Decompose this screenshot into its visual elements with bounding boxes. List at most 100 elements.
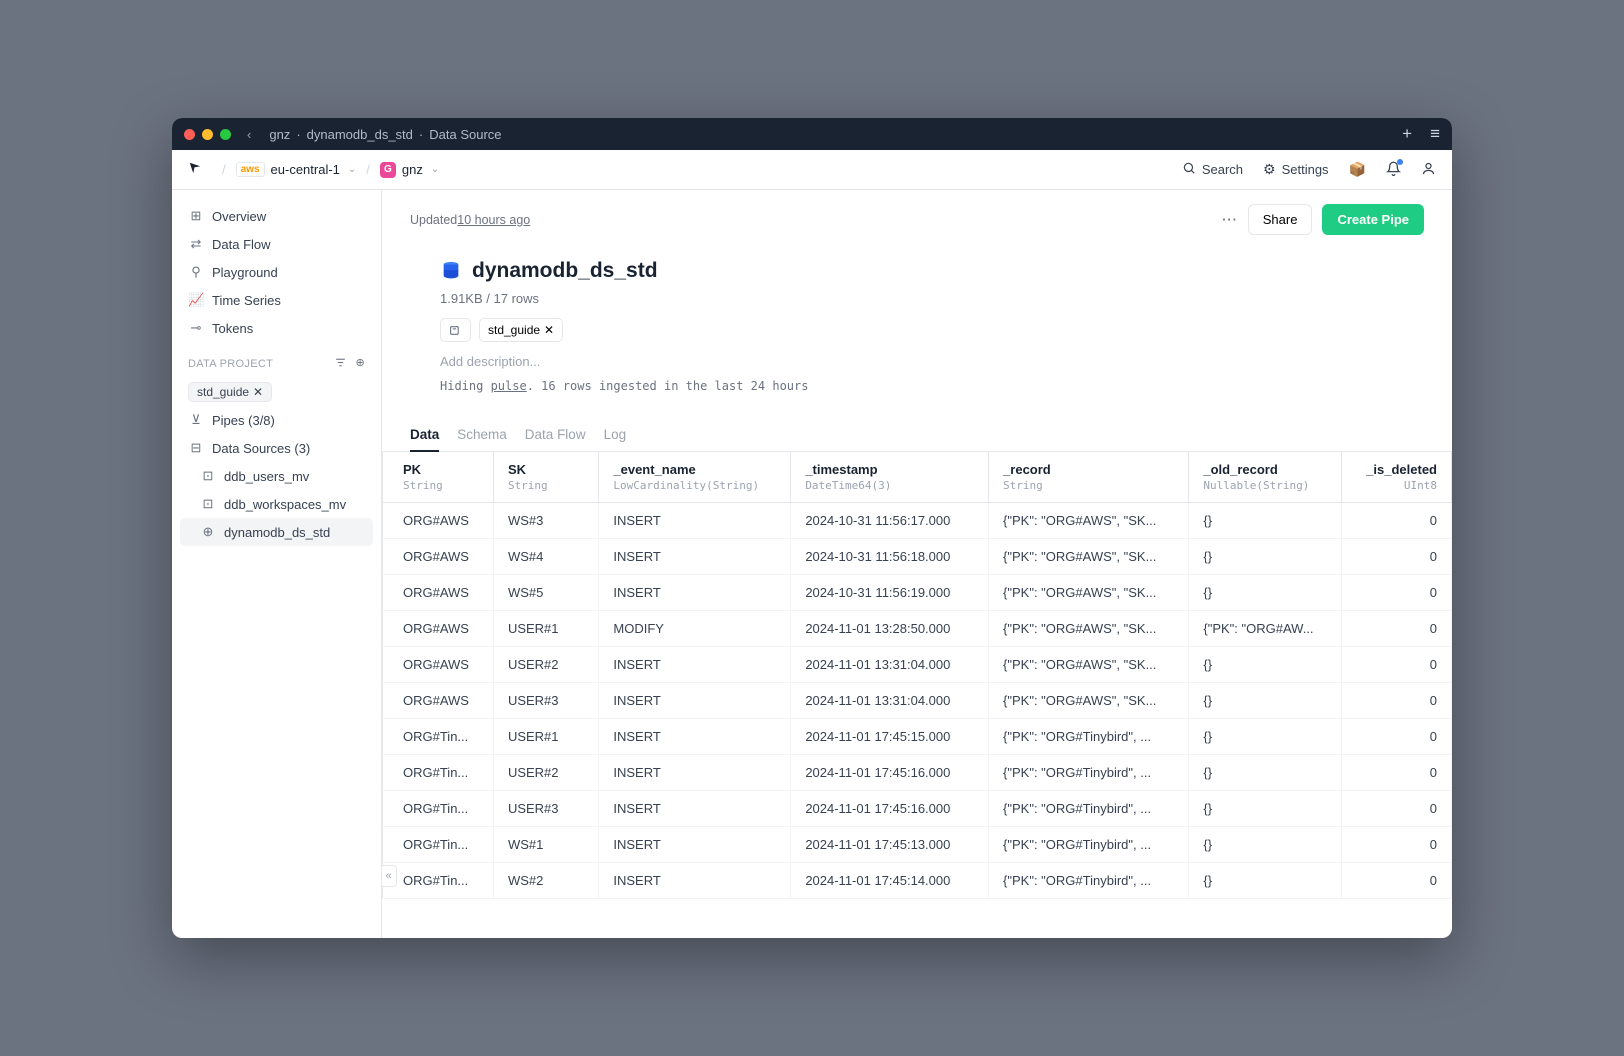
- pulse-link[interactable]: pulse: [491, 379, 527, 393]
- crumb-root[interactable]: gnz: [269, 127, 290, 142]
- cell: {"PK": "ORG#Tinybird", ...: [989, 863, 1189, 899]
- back-button[interactable]: ‹: [247, 127, 251, 142]
- main-content: Updated 10 hours ago ··· Share Create Pi…: [382, 190, 1452, 938]
- cell: {"PK": "ORG#Tinybird", ...: [989, 719, 1189, 755]
- cell: WS#5: [493, 575, 598, 611]
- tab-data-flow[interactable]: Data Flow: [525, 419, 586, 451]
- column-header-_is_deleted[interactable]: _is_deletedUInt8: [1342, 452, 1452, 503]
- sidebar-item-ddb_workspaces_mv[interactable]: ⊡ddb_workspaces_mv: [180, 490, 373, 518]
- cell: WS#1: [493, 827, 598, 863]
- cell: ORG#Tin...: [383, 827, 494, 863]
- maximize-icon[interactable]: [220, 129, 231, 140]
- datasource-header: dynamodb_ds_std 1.91KB / 17 rows std_gui…: [382, 235, 1452, 393]
- cell: {}: [1189, 827, 1342, 863]
- cell: 0: [1342, 755, 1452, 791]
- add-icon[interactable]: ⊕: [355, 356, 365, 372]
- sidebar-item-pipes[interactable]: ⊻ Pipes (3/8): [180, 406, 373, 434]
- cell: 2024-10-31 11:56:17.000: [791, 503, 989, 539]
- tag-chip[interactable]: std_guide ✕: [479, 318, 563, 342]
- column-header-_timestamp[interactable]: _timestampDateTime64(3): [791, 452, 989, 503]
- sidebar-item-data-flow[interactable]: ⇄Data Flow: [180, 230, 373, 258]
- tab-data[interactable]: Data: [410, 419, 439, 452]
- filter-icon[interactable]: [334, 356, 347, 372]
- table-row[interactable]: ORG#Tin...WS#1INSERT2024-11-01 17:45:13.…: [383, 827, 1452, 863]
- updated-time[interactable]: 10 hours ago: [457, 213, 530, 227]
- table-row[interactable]: ORG#AWSUSER#3INSERT2024-11-01 13:31:04.0…: [383, 683, 1452, 719]
- cell: USER#3: [493, 683, 598, 719]
- sidebar-item-tokens[interactable]: ⊸Tokens: [180, 314, 373, 342]
- crumb-ds[interactable]: dynamodb_ds_std: [307, 127, 413, 142]
- nav-icon: ⊞: [188, 208, 204, 224]
- workspace-selector[interactable]: G gnz ⌄: [380, 162, 439, 178]
- table-row[interactable]: ORG#Tin...USER#3INSERT2024-11-01 17:45:1…: [383, 791, 1452, 827]
- region-label: eu-central-1: [271, 162, 340, 177]
- table-row[interactable]: ORG#Tin...WS#2INSERT2024-11-01 17:45:14.…: [383, 863, 1452, 899]
- cell: INSERT: [599, 863, 791, 899]
- close-icon[interactable]: ✕: [253, 385, 263, 399]
- cell: {"PK": "ORG#AWS", "SK...: [989, 683, 1189, 719]
- minimize-icon[interactable]: [202, 129, 213, 140]
- tab-log[interactable]: Log: [604, 419, 627, 451]
- table-row[interactable]: ORG#AWSUSER#2INSERT2024-11-01 13:31:04.0…: [383, 647, 1452, 683]
- cell: 0: [1342, 863, 1452, 899]
- table-row[interactable]: ORG#AWSUSER#1MODIFY2024-11-01 13:28:50.0…: [383, 611, 1452, 647]
- nav-icon: ⊸: [188, 320, 204, 336]
- notifications-icon[interactable]: [1386, 161, 1401, 179]
- cell: {"PK": "ORG#AWS", "SK...: [989, 647, 1189, 683]
- add-tag-button[interactable]: [440, 318, 471, 342]
- user-icon[interactable]: [1421, 161, 1436, 179]
- collapse-sidebar-button[interactable]: «: [382, 865, 397, 887]
- aws-icon: aws: [236, 162, 265, 177]
- table-icon: ⊡: [200, 496, 216, 512]
- data-table: PKStringSKString_event_nameLowCardinalit…: [382, 452, 1452, 899]
- table-row[interactable]: ORG#Tin...USER#1INSERT2024-11-01 17:45:1…: [383, 719, 1452, 755]
- region-selector[interactable]: aws eu-central-1 ⌄: [236, 162, 357, 177]
- sidebar-item-dynamodb_ds_std[interactable]: ⊕dynamodb_ds_std: [180, 518, 373, 546]
- package-icon[interactable]: 📦: [1349, 161, 1366, 178]
- column-header-SK[interactable]: SKString: [493, 452, 598, 503]
- cell: {}: [1189, 863, 1342, 899]
- column-header-_record[interactable]: _recordString: [989, 452, 1189, 503]
- sidebar-item-time-series[interactable]: 📈Time Series: [180, 286, 373, 314]
- settings-button[interactable]: ⚙ Settings: [1263, 161, 1329, 178]
- share-button[interactable]: Share: [1248, 204, 1313, 235]
- sidebar-item-ddb_users_mv[interactable]: ⊡ddb_users_mv: [180, 462, 373, 490]
- cell: 0: [1342, 575, 1452, 611]
- column-header-_event_name[interactable]: _event_nameLowCardinality(String): [599, 452, 791, 503]
- cell: ORG#AWS: [383, 575, 494, 611]
- close-icon[interactable]: [184, 129, 195, 140]
- tab-schema[interactable]: Schema: [457, 419, 507, 451]
- cell: INSERT: [599, 539, 791, 575]
- brand-logo-icon[interactable]: [188, 161, 202, 178]
- sidebar-item-playground[interactable]: ⚲Playground: [180, 258, 373, 286]
- chevron-down-icon: ⌄: [431, 164, 439, 175]
- cell: WS#4: [493, 539, 598, 575]
- chevron-down-icon: ⌄: [348, 164, 356, 175]
- close-icon[interactable]: ✕: [544, 323, 554, 337]
- menu-icon[interactable]: ≡: [1430, 124, 1440, 144]
- gear-icon: ⚙: [1263, 161, 1276, 178]
- column-header-_old_record[interactable]: _old_recordNullable(String): [1189, 452, 1342, 503]
- table-row[interactable]: ORG#AWSWS#3INSERT2024-10-31 11:56:17.000…: [383, 503, 1452, 539]
- description-input[interactable]: Add description...: [440, 354, 1424, 369]
- titlebar: ‹ gnz · dynamodb_ds_std · Data Source + …: [172, 118, 1452, 150]
- table-row[interactable]: ORG#AWSWS#4INSERT2024-10-31 11:56:18.000…: [383, 539, 1452, 575]
- datasource-icon: ⊟: [188, 440, 204, 456]
- create-pipe-button[interactable]: Create Pipe: [1322, 204, 1424, 235]
- app-window: ‹ gnz · dynamodb_ds_std · Data Source + …: [172, 118, 1452, 938]
- content-tabs: Data Schema Data Flow Log: [382, 419, 1452, 452]
- datasource-meta: 1.91KB / 17 rows: [440, 291, 1424, 306]
- table-row[interactable]: ORG#AWSWS#5INSERT2024-10-31 11:56:19.000…: [383, 575, 1452, 611]
- add-icon[interactable]: +: [1402, 124, 1412, 144]
- sidebar-item-datasources[interactable]: ⊟ Data Sources (3): [180, 434, 373, 462]
- cell: 0: [1342, 791, 1452, 827]
- filter-chip[interactable]: std_guide ✕: [188, 382, 272, 402]
- table-row[interactable]: ORG#Tin...USER#2INSERT2024-11-01 17:45:1…: [383, 755, 1452, 791]
- more-button[interactable]: ···: [1222, 213, 1238, 227]
- sidebar-item-overview[interactable]: ⊞Overview: [180, 202, 373, 230]
- cell: 0: [1342, 647, 1452, 683]
- cell: WS#3: [493, 503, 598, 539]
- cell: INSERT: [599, 503, 791, 539]
- search-button[interactable]: Search: [1182, 161, 1243, 178]
- column-header-PK[interactable]: PKString: [383, 452, 494, 503]
